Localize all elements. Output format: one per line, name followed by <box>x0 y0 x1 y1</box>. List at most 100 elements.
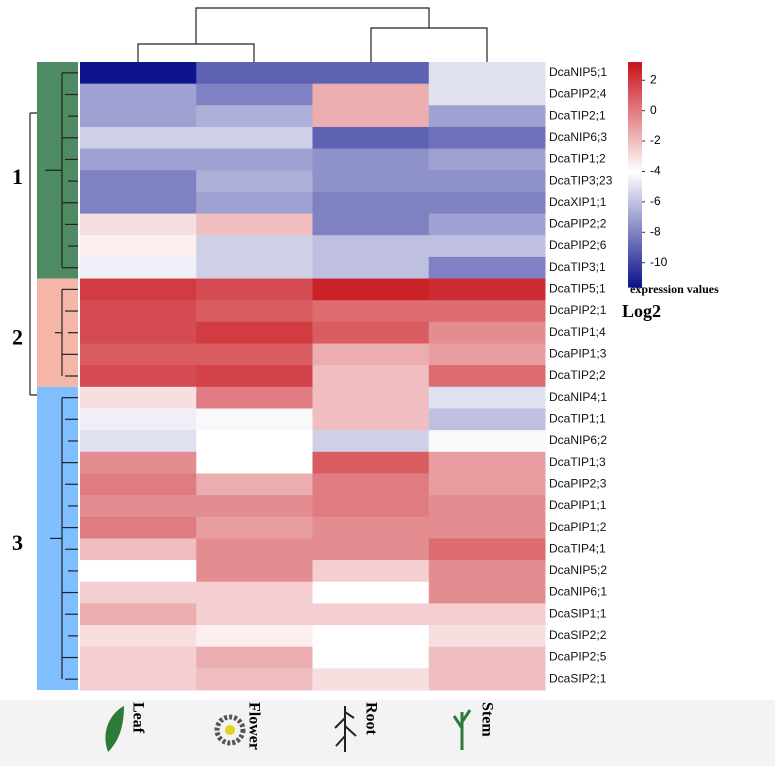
heat-cell <box>80 603 197 626</box>
colorbar-tick-label: -2 <box>650 133 661 147</box>
heat-cell <box>312 560 430 583</box>
leaf-icon <box>105 706 124 752</box>
row-label: DcaNIP6;2 <box>549 433 607 447</box>
colorbar-band <box>628 189 642 193</box>
colorbar-band <box>628 124 642 128</box>
row-label: DcaPIP2;4 <box>549 87 607 101</box>
heat-cell <box>80 386 197 409</box>
heat-cell <box>80 170 197 193</box>
column-label: Leaf <box>129 702 146 734</box>
heat-cell <box>80 581 197 604</box>
heat-cell <box>312 430 430 453</box>
heat-cell <box>80 191 197 215</box>
row-label: DcaPIP2;2 <box>549 217 607 231</box>
row-label: DcaTIP5;1 <box>549 282 606 296</box>
heat-cell <box>80 668 197 691</box>
heat-cell <box>312 83 430 106</box>
heat-cell <box>428 321 546 345</box>
colorbar-unit: Log2 <box>622 301 661 321</box>
heat-cell <box>312 625 430 648</box>
colorbar-band <box>628 67 642 71</box>
colorbar-band <box>628 212 642 216</box>
row-label: DcaPIP2;1 <box>549 303 607 317</box>
heat-cell <box>196 62 313 85</box>
colorbar-band <box>628 142 642 146</box>
heat-cell <box>80 430 197 453</box>
heat-cell <box>428 365 546 388</box>
colorbar-band <box>628 267 642 271</box>
colorbar-band <box>628 99 642 103</box>
colorbar-band <box>628 87 642 91</box>
colorbar-band <box>628 187 642 191</box>
heat-cell <box>312 300 430 323</box>
heat-cell <box>196 213 313 236</box>
row-label: DcaNIP5;1 <box>549 65 607 79</box>
heat-cell <box>428 516 546 539</box>
heat-cell <box>312 278 430 301</box>
colorbar-band <box>628 129 642 133</box>
colorbar-band <box>628 137 642 141</box>
heat-cell <box>428 278 546 301</box>
row-label: DcaNIP6;3 <box>549 130 607 144</box>
colorbar-band <box>628 219 642 223</box>
heat-cell <box>196 495 313 518</box>
heat-cell <box>196 148 313 171</box>
row-label: DcaNIP4;1 <box>549 390 607 404</box>
colorbar-band <box>628 122 642 126</box>
colorbar-band <box>628 244 642 248</box>
heat-cell <box>80 235 197 258</box>
heat-cell <box>428 495 546 518</box>
row-label: DcaTIP1;1 <box>549 411 606 425</box>
heat-cell <box>312 538 430 561</box>
colorbar-band <box>628 149 642 153</box>
colorbar-band <box>628 77 642 81</box>
colorbar-tick-label: -6 <box>650 194 661 208</box>
heat-cell <box>312 62 430 85</box>
heat-cell <box>80 343 197 366</box>
colorbar-band <box>628 179 642 183</box>
colorbar-band <box>628 89 642 93</box>
heat-cell <box>196 300 313 323</box>
row-label: DcaNIP5;2 <box>549 563 607 577</box>
heat-cell <box>312 105 430 128</box>
heat-cell <box>80 126 197 150</box>
colorbar-band <box>628 82 642 86</box>
colorbar-tick-label: -10 <box>650 255 668 269</box>
colorbar-band <box>628 262 642 266</box>
row-label: DcaNIP6;1 <box>549 585 607 599</box>
colorbar-band <box>628 252 642 256</box>
colorbar-band <box>628 132 642 136</box>
heat-cell <box>312 473 430 496</box>
heat-cell <box>196 235 313 258</box>
colorbar-band <box>628 224 642 228</box>
heat-cell <box>80 560 197 583</box>
colorbar-band <box>628 227 642 231</box>
heat-cell <box>80 646 197 669</box>
row-label: DcaTIP1;4 <box>549 325 606 339</box>
colorbar-band <box>628 274 642 278</box>
colorbar-band <box>628 114 642 118</box>
heat-cell <box>428 473 546 496</box>
heat-cell <box>428 581 546 604</box>
row-label: DcaTIP3;1 <box>549 260 606 274</box>
colorbar-band <box>628 192 642 196</box>
heat-cell <box>312 170 430 193</box>
colorbar-band <box>628 284 642 288</box>
colorbar-band <box>628 269 642 273</box>
heat-cell <box>80 83 197 106</box>
colorbar-band <box>628 74 642 78</box>
heat-cell <box>312 365 430 388</box>
heat-cell <box>196 473 313 496</box>
cluster-label: 3 <box>12 530 23 555</box>
heat-cell <box>312 646 430 669</box>
heat-cell <box>80 62 197 85</box>
colorbar-band <box>628 272 642 276</box>
heat-cell <box>80 148 197 171</box>
colorbar-band <box>628 117 642 121</box>
heat-cell <box>80 213 197 236</box>
heat-cell <box>196 603 313 626</box>
colorbar-band <box>628 232 642 236</box>
heat-cell <box>312 321 430 345</box>
colorbar-band <box>628 104 642 108</box>
